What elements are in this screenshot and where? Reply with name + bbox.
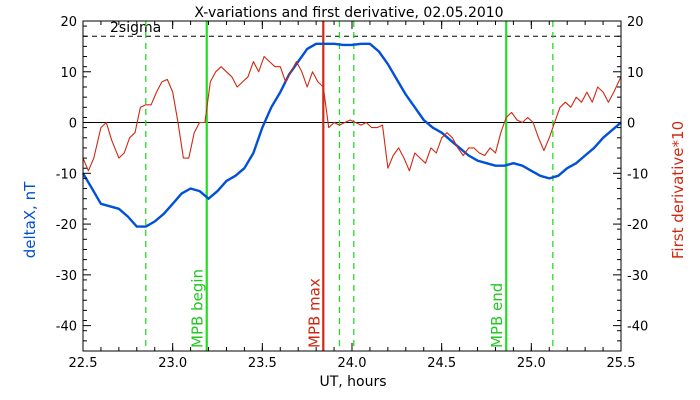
event-label: MPB max	[305, 278, 323, 348]
x-tick-label: 22.5	[69, 356, 98, 371]
sigma-label: 2sigma	[110, 20, 161, 36]
y-tick-label-left: 10	[60, 66, 77, 81]
series-deltaX	[81, 42, 622, 228]
x-tick-label: 24.5	[427, 356, 456, 371]
y-tick-label-left: -10	[56, 167, 77, 182]
plot-frame	[82, 20, 622, 352]
y-tick-label-right: -20	[627, 218, 648, 233]
event-label: MPB begin	[189, 269, 207, 348]
y-tick-label-right: 10	[627, 66, 644, 81]
x-tick-label: 25.0	[517, 356, 546, 371]
x-tick-label: 23.5	[248, 356, 277, 371]
y-tick-label-left: 20	[60, 15, 77, 30]
y-tick-label-right: 20	[627, 15, 644, 30]
x-tick-label: 23.0	[158, 356, 187, 371]
event-label: MPB end	[488, 283, 506, 348]
y-tick-label-right: -40	[627, 320, 648, 335]
y-tick-label-right: -10	[627, 167, 648, 182]
y-tick-label-left: -30	[56, 269, 77, 284]
chart-title: X-variations and first derivative, 02.05…	[194, 5, 503, 21]
series-derivative	[82, 55, 622, 172]
y-tick-label-left: 0	[69, 117, 77, 132]
axes: 22.5 23.0 23.5 24.0 24.5 25.0 25.5 20 20 10 10 0 0 -1…	[56, 15, 648, 371]
y-tick-label-left: -40	[56, 320, 77, 335]
reference-lines: 2sigma	[83, 20, 621, 124]
y-axis-label-right: First derivative*10	[669, 121, 687, 259]
series-group	[81, 42, 622, 228]
event-markers: MPB begin MPB max MPB end	[145, 21, 554, 351]
x-tick-label: 25.5	[607, 356, 636, 371]
y-tick-label-left: -20	[56, 218, 77, 233]
y-axis-label-left: deltaX, nT	[21, 181, 39, 258]
x-axis-label: UT, hours	[319, 374, 386, 390]
y-tick-label-right: -30	[627, 269, 648, 284]
y-tick-label-right: 0	[627, 117, 635, 132]
x-tick-label: 24.0	[338, 356, 367, 371]
